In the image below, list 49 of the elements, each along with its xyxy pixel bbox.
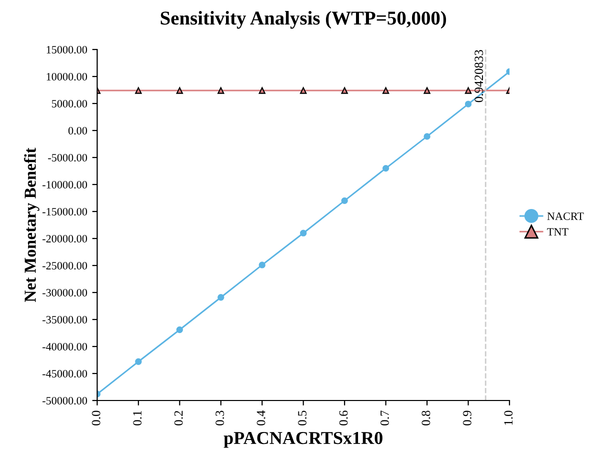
point — [135, 358, 142, 365]
point — [218, 294, 224, 301]
point — [464, 87, 472, 94]
x-axis-title: pPACNACRTSx1R0 — [224, 432, 382, 448]
point — [382, 164, 390, 172]
y-axis-title: Net Monetary Benefit — [24, 148, 40, 302]
point — [424, 133, 430, 140]
x-tick-label: 0.9 — [462, 410, 472, 426]
x-tick-label: 0.7 — [380, 410, 389, 426]
point — [176, 326, 183, 334]
x-tick-label: 0.6 — [339, 410, 348, 426]
legend-label: NACRT — [547, 212, 584, 220]
x-tick-label: 0.0 — [92, 410, 100, 426]
point — [135, 87, 142, 94]
point — [258, 262, 266, 268]
y-tick-label: -25000.00 — [42, 262, 88, 270]
point — [341, 197, 348, 204]
y-tick-label: -10000.00 — [42, 180, 88, 189]
ref-line-label: 0.9420833 — [474, 50, 484, 102]
point — [382, 87, 390, 94]
y-tick-label: 15000.00 — [46, 46, 88, 54]
point — [300, 230, 307, 236]
legend-label: TNT — [547, 228, 568, 236]
point — [300, 87, 307, 94]
y-tick-label: -5000.00 — [48, 154, 88, 162]
chart-title: Sensitivity Analysis (WTP=50,000) — [160, 11, 446, 29]
y-tick-label: -20000.00 — [42, 234, 88, 243]
y-tick-label: 5000.00 — [52, 100, 88, 108]
x-tick-label: 0.4 — [256, 410, 266, 426]
point — [424, 87, 430, 94]
x-tick-label: 0.1 — [133, 410, 142, 426]
x-tick-label: 0.5 — [298, 410, 307, 426]
y-tick-label: -40000.00 — [42, 342, 88, 351]
point — [218, 87, 224, 94]
point — [464, 100, 472, 108]
y-tick-label: -45000.00 — [42, 370, 88, 378]
y-tick-label: -30000.00 — [42, 288, 88, 297]
y-tick-label: -35000.00 — [42, 316, 88, 324]
x-tick-label: 0.2 — [174, 410, 183, 426]
y-tick-label: 0.00 — [68, 126, 88, 135]
point — [341, 87, 348, 94]
x-tick-label: 1.0 — [504, 410, 513, 425]
y-tick-label: 10000.00 — [46, 72, 88, 81]
point — [176, 87, 183, 94]
point — [258, 87, 266, 94]
x-tick-label: 0.3 — [216, 410, 224, 426]
y-tick-label: -50000.00 — [42, 396, 88, 405]
y-tick-label: -15000.00 — [42, 208, 88, 216]
x-tick-label: 0.8 — [422, 410, 430, 426]
